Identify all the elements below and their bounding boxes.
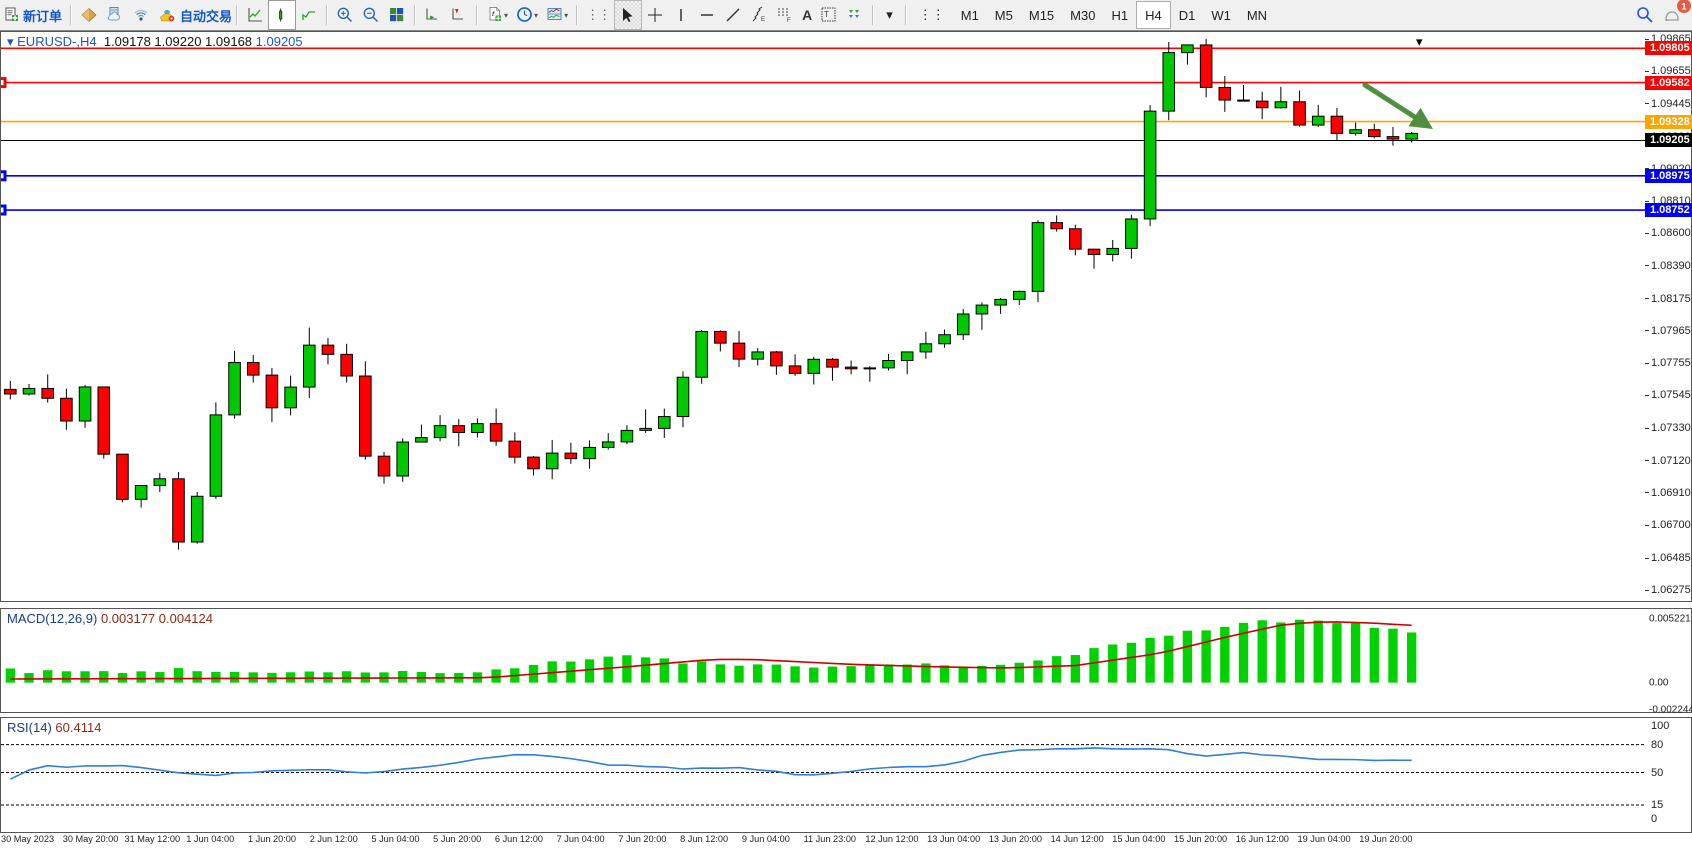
svg-text:E: E xyxy=(761,17,765,23)
svg-text:1: 1 xyxy=(1681,2,1686,12)
svg-text:T: T xyxy=(824,10,829,19)
svg-text:F: F xyxy=(787,18,791,24)
